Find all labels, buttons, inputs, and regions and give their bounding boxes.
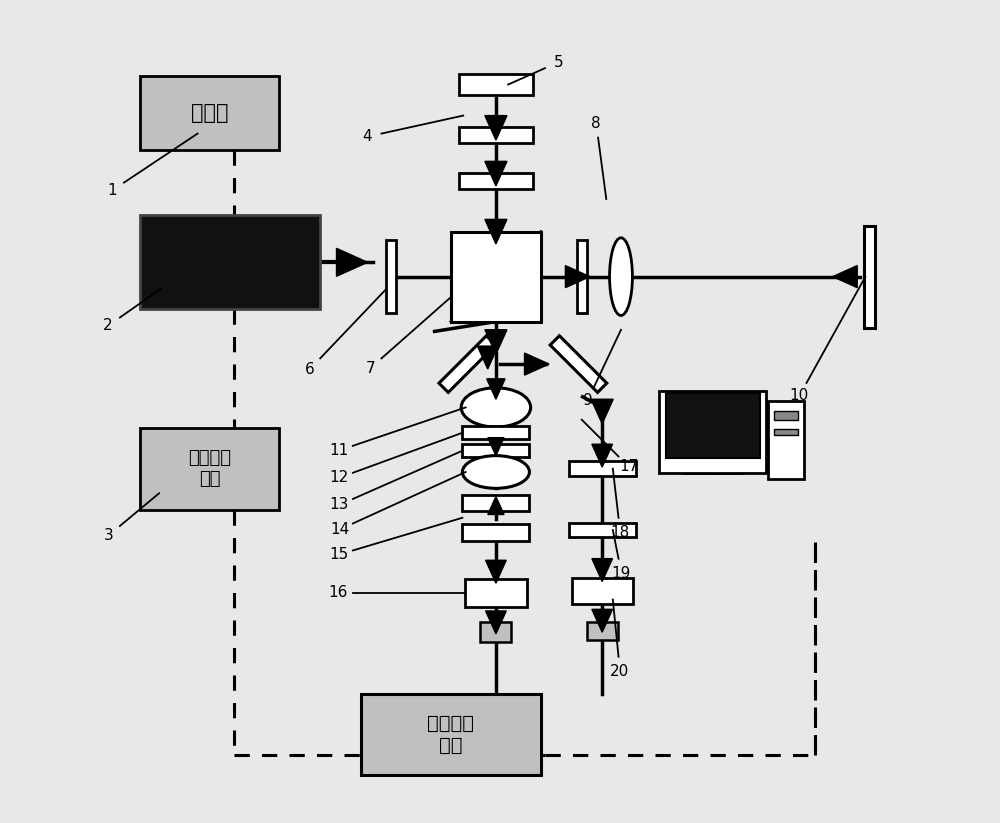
Text: 11: 11 — [329, 443, 349, 458]
Text: 18: 18 — [611, 525, 630, 540]
Polygon shape — [486, 560, 506, 584]
Polygon shape — [486, 611, 506, 634]
Text: 15: 15 — [329, 547, 348, 562]
Text: 17: 17 — [619, 459, 639, 474]
Text: 10: 10 — [790, 388, 809, 403]
Text: 8: 8 — [591, 115, 601, 131]
Bar — [577, 239, 587, 314]
Polygon shape — [488, 496, 504, 514]
Text: 5: 5 — [554, 54, 563, 70]
Text: 13: 13 — [330, 497, 349, 513]
Text: 14: 14 — [330, 522, 349, 537]
Text: 20: 20 — [610, 664, 630, 679]
Polygon shape — [488, 438, 504, 456]
Polygon shape — [337, 249, 368, 277]
Text: 9: 9 — [583, 393, 593, 407]
Polygon shape — [591, 399, 613, 424]
Bar — [386, 239, 396, 314]
Polygon shape — [485, 220, 507, 244]
Bar — [459, 127, 533, 143]
Bar — [774, 429, 798, 435]
Text: 原子钟: 原子钟 — [191, 103, 229, 123]
Polygon shape — [485, 330, 507, 354]
Bar — [462, 495, 529, 511]
Bar — [569, 523, 636, 537]
Bar — [480, 622, 511, 642]
Bar — [462, 444, 529, 458]
Polygon shape — [592, 609, 612, 632]
Polygon shape — [487, 379, 505, 399]
Ellipse shape — [462, 456, 529, 488]
Bar — [462, 524, 529, 541]
Text: 12: 12 — [329, 471, 349, 486]
Bar — [569, 462, 636, 476]
Text: 3: 3 — [104, 528, 113, 543]
Bar — [587, 621, 618, 639]
Text: 2: 2 — [103, 319, 113, 333]
Polygon shape — [550, 336, 607, 393]
Polygon shape — [592, 444, 612, 467]
Bar — [361, 694, 541, 775]
Bar — [774, 411, 798, 421]
Polygon shape — [592, 559, 612, 582]
Bar — [864, 226, 875, 328]
Text: 7: 7 — [366, 360, 375, 375]
Bar — [140, 216, 320, 309]
Polygon shape — [525, 353, 549, 375]
Bar — [465, 579, 527, 607]
Bar — [666, 393, 760, 458]
Polygon shape — [485, 115, 507, 140]
Bar — [459, 74, 533, 95]
Text: 19: 19 — [612, 565, 631, 580]
Text: 6: 6 — [305, 361, 315, 376]
Text: 数据采集
设备: 数据采集 设备 — [427, 714, 474, 755]
Text: 伺服控制
设备: 伺服控制 设备 — [188, 449, 231, 488]
Polygon shape — [565, 266, 590, 288]
Bar — [451, 231, 541, 322]
Text: 16: 16 — [328, 585, 348, 601]
Ellipse shape — [461, 388, 531, 427]
Bar — [768, 402, 804, 479]
Bar — [462, 426, 529, 439]
Bar — [572, 579, 633, 604]
Polygon shape — [833, 266, 857, 288]
Bar — [659, 391, 766, 472]
Text: 4: 4 — [362, 129, 372, 144]
Bar — [140, 428, 279, 509]
Polygon shape — [485, 161, 507, 186]
Polygon shape — [439, 336, 496, 393]
Bar — [459, 173, 533, 189]
Polygon shape — [477, 346, 498, 369]
Bar — [140, 77, 279, 150]
Ellipse shape — [610, 238, 632, 315]
Text: 1: 1 — [107, 184, 117, 198]
